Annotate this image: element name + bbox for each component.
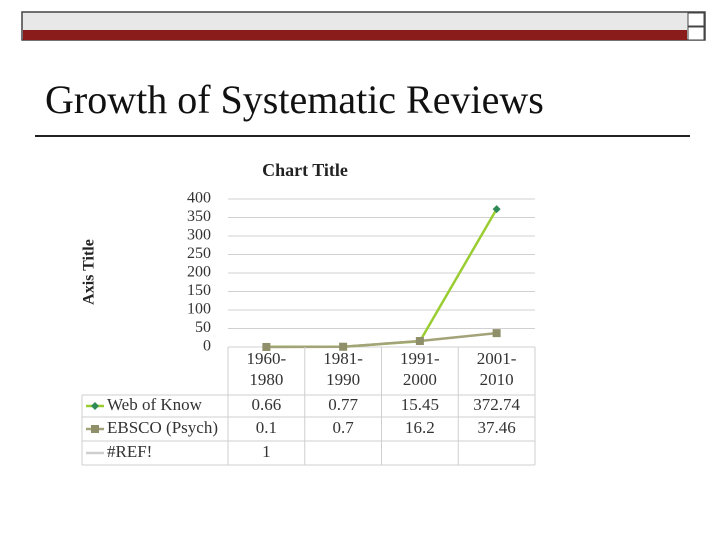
legend-label: Web of Know: [107, 395, 203, 414]
slide-title: Growth of Systematic Reviews: [45, 77, 544, 122]
y-tick-label: 300: [187, 227, 211, 244]
table-value: 0.77: [328, 395, 358, 414]
table-value: 0.1: [256, 418, 277, 437]
table-value: 37.46: [478, 418, 516, 437]
marker: [492, 205, 501, 214]
y-axis-title: Axis Title: [81, 239, 98, 305]
legend-marker: [91, 402, 99, 410]
table-value: 0.7: [333, 418, 355, 437]
y-tick-label: 0: [203, 338, 211, 355]
y-tick-label: 400: [187, 190, 211, 207]
series-line: [266, 331, 497, 349]
marker: [492, 329, 501, 338]
marker: [415, 337, 424, 346]
x-tick-label: 1960-1980: [246, 349, 287, 389]
legend-label: EBSCO (Psych): [107, 418, 218, 437]
legend-label: #REF!: [107, 442, 152, 461]
table-value: 1: [262, 442, 271, 461]
x-tick-label: 1991-2000: [400, 349, 440, 389]
table-value: 15.45: [401, 395, 439, 414]
chart-title: Chart Title: [262, 160, 348, 180]
marker: [262, 342, 271, 351]
chart-area: [80, 155, 536, 467]
y-tick-label: 200: [187, 264, 211, 281]
x-tick-label: 2001-2010: [476, 349, 517, 389]
top-band: [23, 30, 687, 40]
corner-box: [687, 12, 705, 27]
y-tick-label: 350: [187, 208, 211, 225]
table-value: 16.2: [405, 418, 435, 437]
legend-marker: [91, 425, 99, 433]
y-tick-label: 150: [187, 282, 211, 299]
corner-box: [687, 26, 705, 41]
table-value: 372.74: [473, 395, 520, 414]
y-tick-label: 250: [187, 245, 211, 262]
x-tick-label: 1981-1990: [323, 349, 363, 389]
marker: [339, 342, 348, 351]
y-tick-label: 50: [195, 319, 211, 336]
table-value: 0.66: [252, 395, 282, 414]
y-tick-label: 100: [187, 301, 211, 318]
